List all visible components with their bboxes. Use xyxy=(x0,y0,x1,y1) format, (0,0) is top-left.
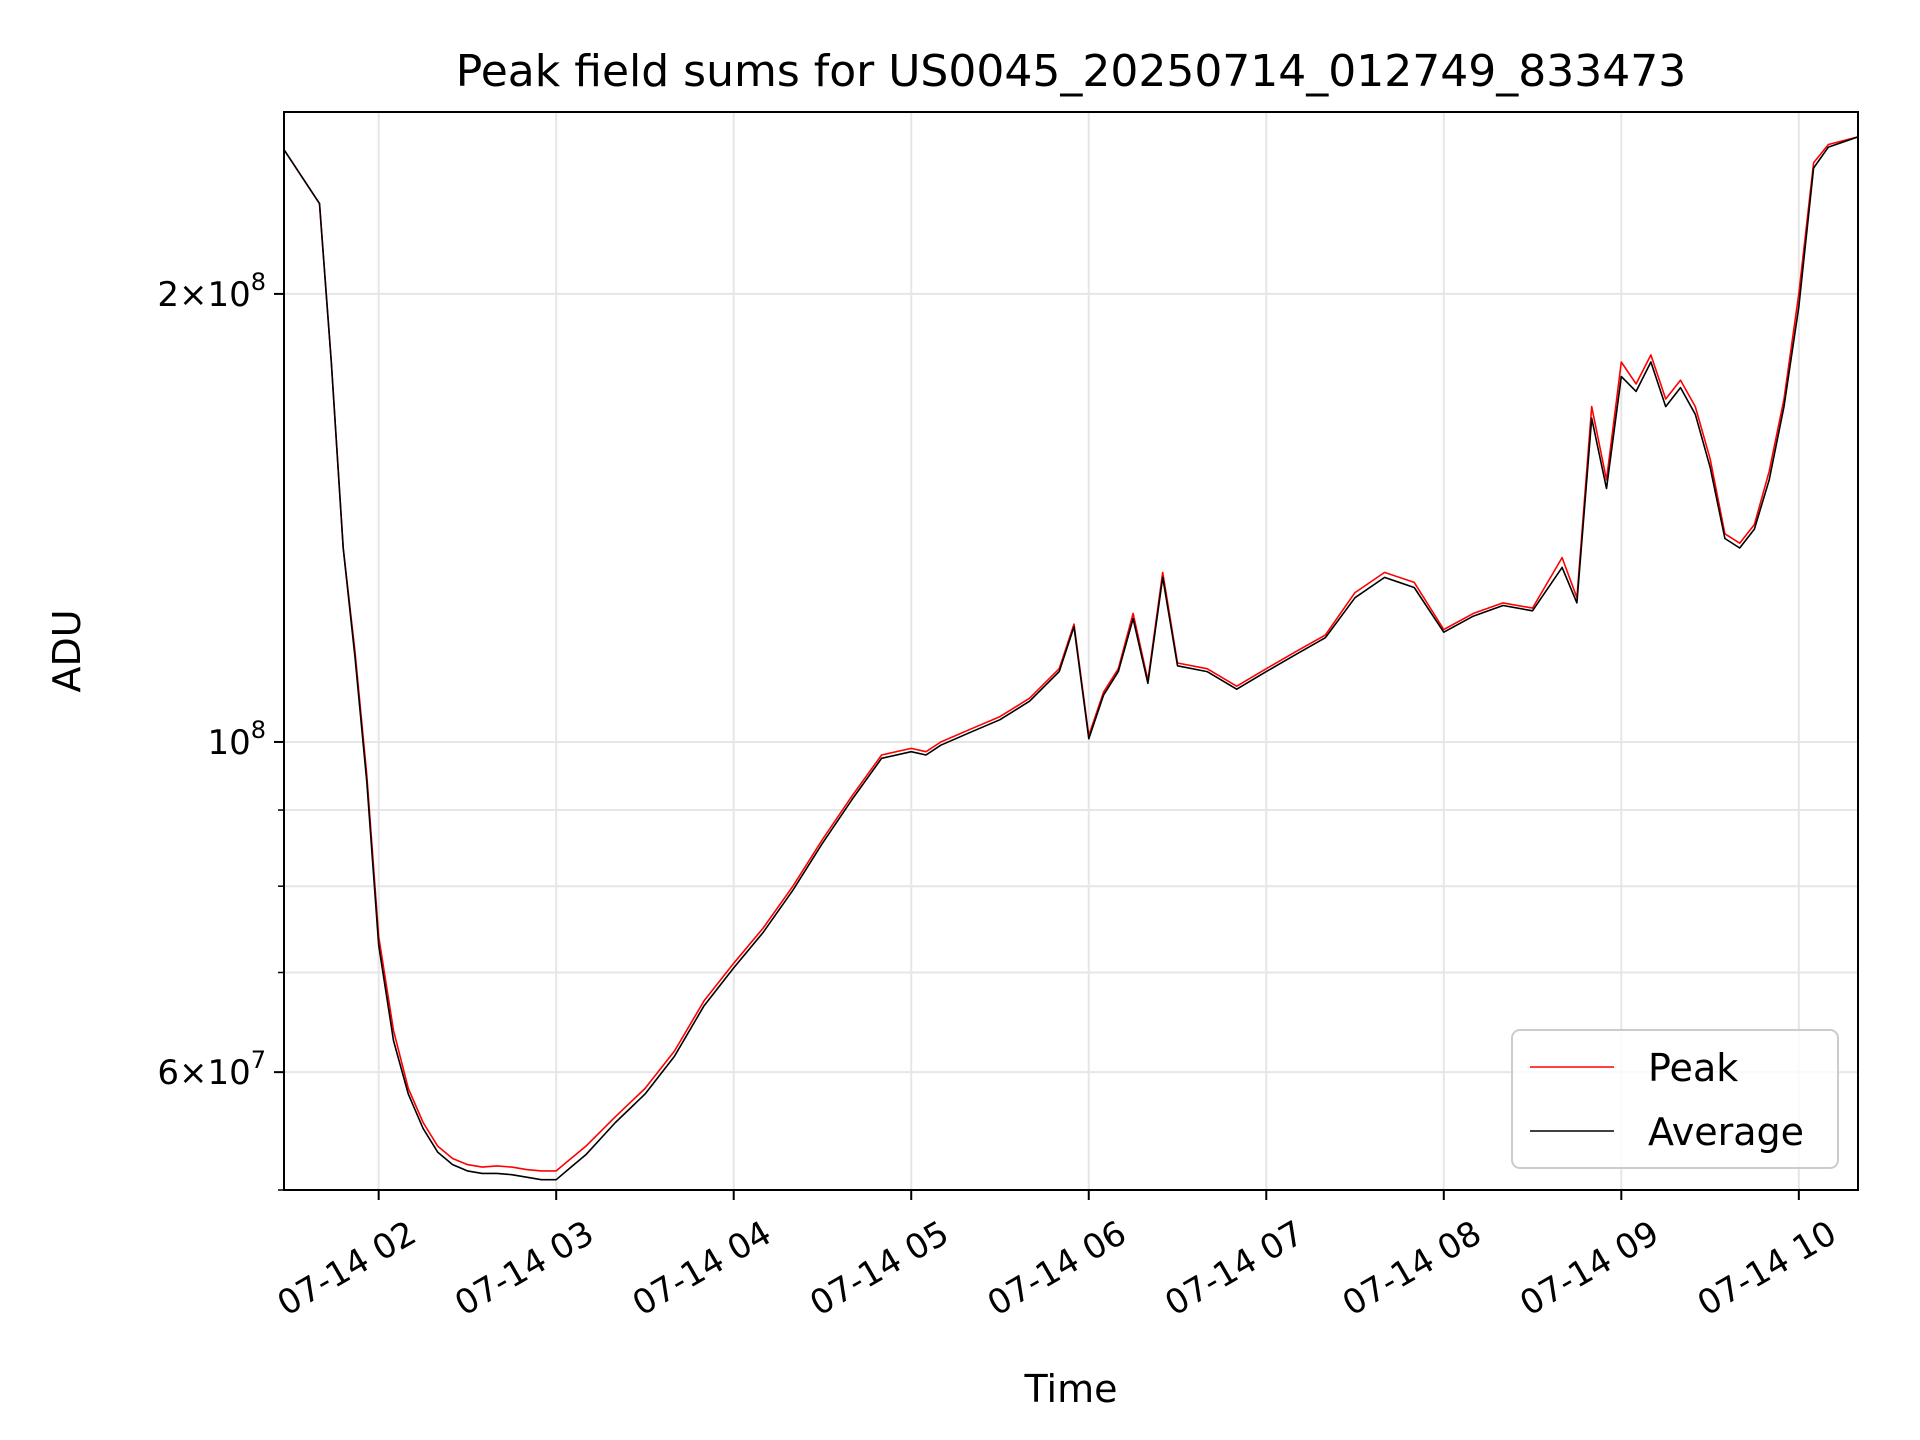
series-line-average xyxy=(284,136,1858,1181)
legend: Peak Average xyxy=(1511,1029,1839,1169)
y-tick-label: 108 xyxy=(207,716,266,763)
y-axis: 6×107 108 2×108 xyxy=(157,268,284,1191)
y-tick-label: 2×108 xyxy=(157,268,266,315)
legend-box xyxy=(1511,1029,1839,1169)
series-layer xyxy=(284,136,1858,1181)
chart-title: Peak field sums for US0045_20250714_0127… xyxy=(456,46,1686,97)
y-tick-label: 6×107 xyxy=(157,1046,266,1093)
y-axis-label: ADU xyxy=(45,609,89,692)
legend-peak-label: Peak xyxy=(1648,1046,1738,1090)
plot-frame xyxy=(283,111,1859,1191)
legend-average-label: Average xyxy=(1648,1110,1804,1154)
x-axis-label: Time xyxy=(1024,1367,1118,1411)
